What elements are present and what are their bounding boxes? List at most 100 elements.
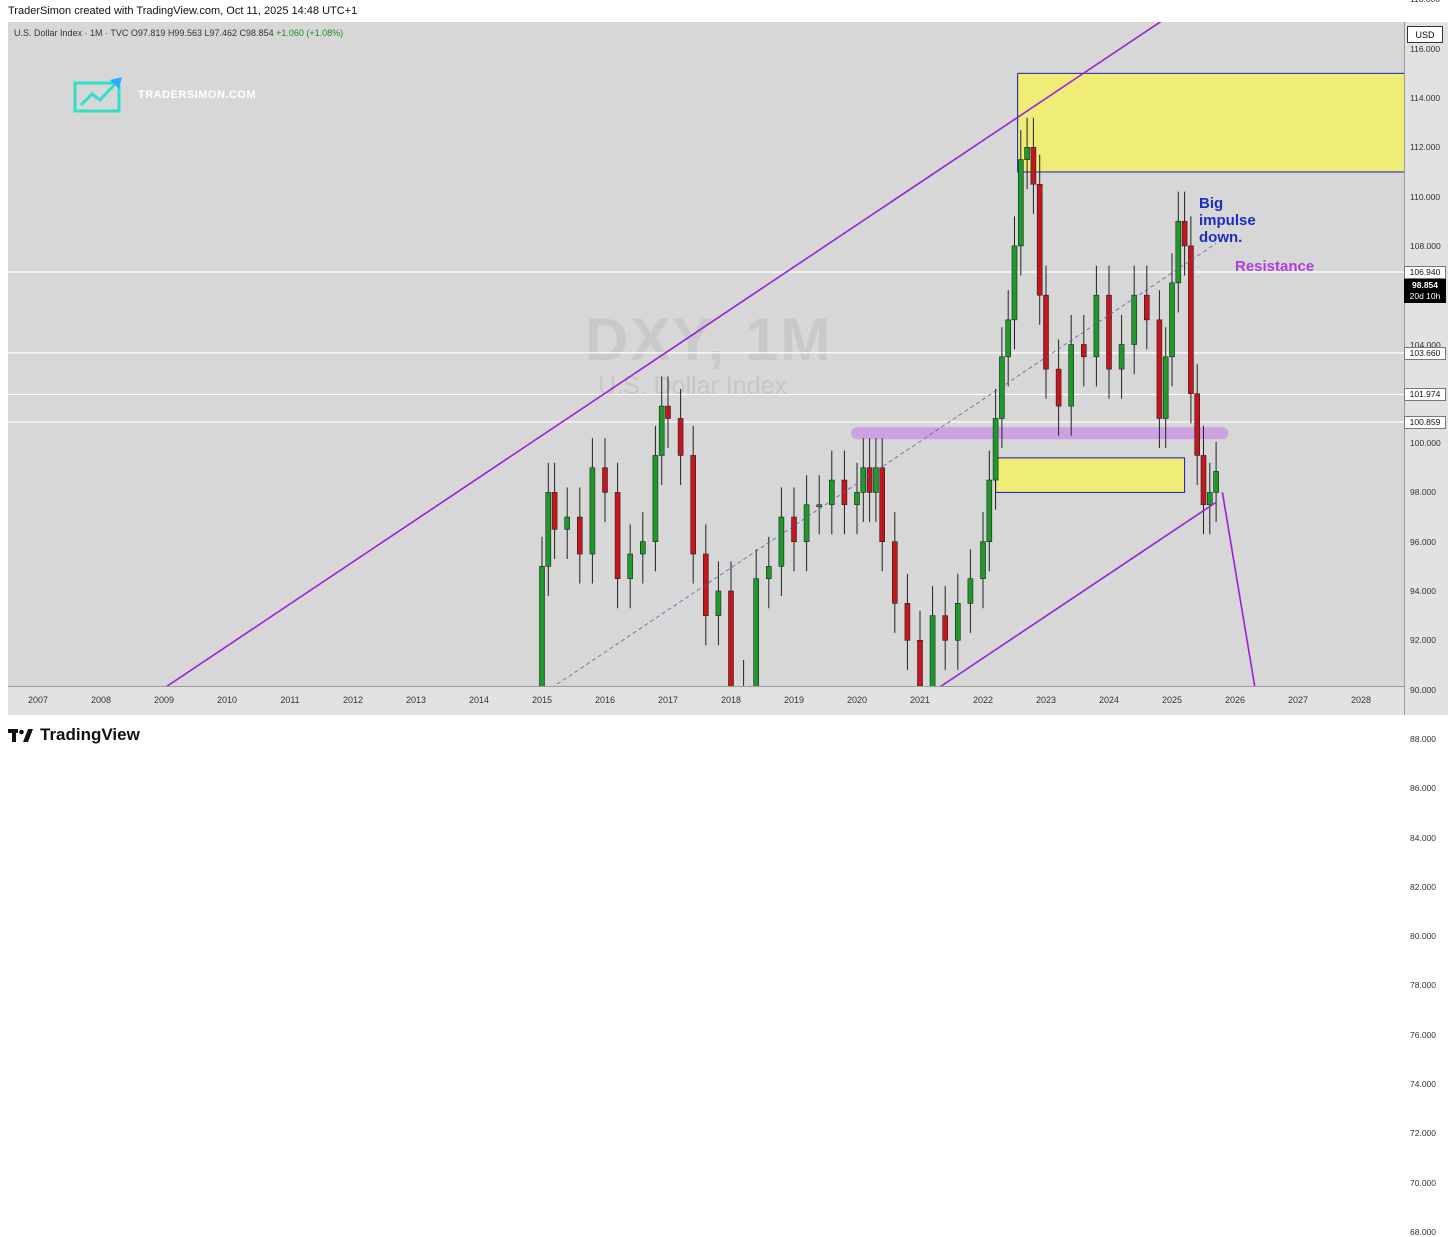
year-tick-label: 2008 [90, 695, 112, 705]
candle-body [1144, 294, 1150, 321]
channel-median-line [553, 243, 1217, 686]
candle-body [639, 541, 646, 555]
candle-body [1005, 319, 1012, 358]
candle-body [1175, 220, 1182, 284]
candle-body [1106, 294, 1112, 370]
currency-label[interactable]: USD [1407, 26, 1443, 43]
level-price-label: 101.974 [1404, 388, 1446, 402]
price-tick-label: 74.000 [1410, 1079, 1436, 1089]
candle-body [658, 405, 665, 456]
candle-body [816, 504, 823, 508]
impulse-annotation: Big impulse down. [1199, 195, 1256, 246]
year-tick-label: 2007 [27, 695, 49, 705]
price-tick-label: 118.000 [1410, 0, 1440, 4]
year-tick-label: 2020 [846, 695, 868, 705]
candle-body [1156, 319, 1163, 419]
year-tick-label: 2010 [216, 695, 238, 705]
year-tick-label: 2016 [594, 695, 616, 705]
current-price-badge: 98.854 20d 10h [1404, 279, 1446, 303]
price-tick-label: 104.000 [1410, 339, 1441, 350]
year-tick-label: 2009 [153, 695, 175, 705]
level-price-label: 103.660 [1404, 346, 1446, 360]
price-tick-label: 96.000 [1410, 536, 1436, 547]
candle-body [1194, 393, 1200, 456]
price-tick-label: 70.000 [1410, 1177, 1436, 1188]
legend-close: C98.854 [239, 28, 274, 38]
year-tick-label: 2028 [1350, 695, 1372, 705]
year-tick-label: 2017 [657, 695, 679, 705]
year-tick-label: 2027 [1287, 695, 1309, 705]
candle-body [967, 578, 974, 604]
candle-body [627, 553, 634, 579]
price-axis[interactable] [1404, 22, 1448, 715]
candle-body [1017, 159, 1024, 247]
year-tick-label: 2026 [1224, 695, 1246, 705]
candle-body [665, 405, 671, 419]
candle-body [551, 492, 558, 530]
candle-body [866, 467, 873, 493]
candle-body [992, 418, 999, 481]
tradersimon-logo: TRADERSIMON.COM [72, 75, 256, 115]
candle-body [1093, 294, 1100, 358]
tradingview-brand: TradingView [40, 725, 140, 744]
candle-body [652, 455, 659, 542]
price-tick-label: 78.000 [1410, 980, 1436, 991]
candle-body [1036, 183, 1043, 296]
candle-body [690, 455, 697, 555]
candle-body [803, 504, 810, 543]
candle-body [1024, 147, 1030, 160]
candle-body [539, 566, 545, 686]
level-price-label: 106.940 [1404, 266, 1446, 280]
candle-body [1181, 220, 1188, 247]
candle-body [1081, 344, 1087, 358]
year-tick-label: 2024 [1098, 695, 1120, 705]
year-tick-label: 2021 [909, 695, 931, 705]
chart-credit: TraderSimon created with TradingView.com… [8, 5, 358, 17]
candle-body [879, 467, 886, 542]
bar-countdown: 20d 10h [1409, 291, 1441, 301]
legend-open: O97.819 [130, 28, 166, 38]
candle-body [873, 467, 879, 493]
price-tick-label: 86.000 [1410, 783, 1436, 794]
resistance-annotation: Resistance [1235, 258, 1315, 275]
candle-body [1131, 294, 1137, 345]
year-tick-label: 2012 [342, 695, 364, 705]
candle-body [545, 492, 552, 567]
candle-body [1011, 245, 1018, 321]
candle-body [891, 541, 898, 604]
candle-body [986, 479, 993, 543]
candle-body [602, 467, 608, 493]
price-tick-label: 98.000 [1410, 487, 1436, 498]
candle-body [904, 603, 911, 641]
price-tick-label: 100.000 [1410, 438, 1441, 449]
legend-low: L97.462 [204, 28, 238, 38]
candle-body [1213, 471, 1219, 493]
candle-body [860, 467, 867, 493]
year-tick-label: 2023 [1035, 695, 1057, 705]
year-tick-label: 2025 [1161, 695, 1183, 705]
current-price-value: 98.854 [1412, 280, 1438, 290]
time-axis[interactable] [8, 686, 1404, 715]
candle-body [1043, 294, 1049, 370]
price-tick-label: 80.000 [1410, 931, 1436, 942]
logo-text: TRADERSIMON.COM [138, 89, 257, 101]
level-price-label: 100.859 [1404, 415, 1446, 429]
candle-body [1207, 492, 1213, 506]
price-tick-label: 82.000 [1410, 881, 1436, 892]
candle-body [929, 615, 936, 686]
candle-body [1055, 368, 1062, 407]
candle-body [999, 356, 1005, 419]
candle-body [791, 516, 797, 542]
price-tick-label: 84.000 [1410, 832, 1436, 843]
candle-body [753, 578, 760, 686]
watermark-ticker: DXY, 1M [585, 306, 833, 373]
legend-change: +1.060 (+1.08%) [276, 28, 344, 38]
candle-body [854, 492, 860, 506]
legend-high: H99.563 [167, 28, 202, 38]
candle-body [677, 418, 684, 456]
price-tick-label: 68.000 [1410, 1226, 1436, 1237]
price-chart[interactable] [0, 0, 1456, 759]
candle-body [614, 492, 621, 579]
symbol-legend[interactable]: U.S. Dollar Index · 1M · TVC O97.819 H99… [14, 28, 343, 38]
candle-body [1118, 344, 1125, 370]
